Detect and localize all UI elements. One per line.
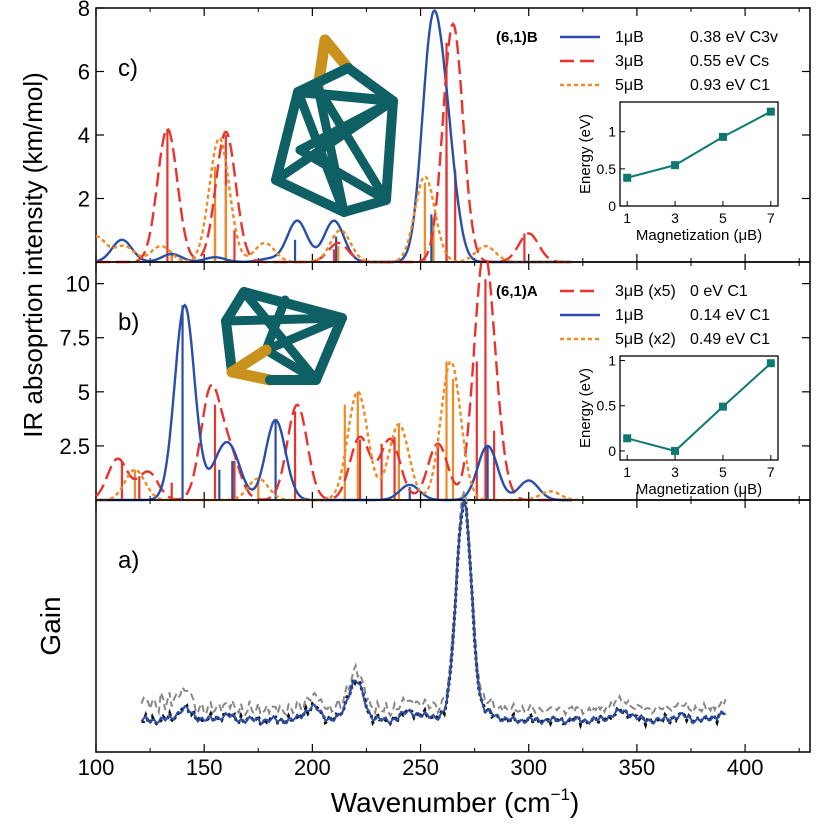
- series-line-5μB: [95, 136, 572, 264]
- x-tick-label: 350: [619, 755, 656, 780]
- inset-x-tick-label: 5: [719, 464, 727, 480]
- inset-y-tick-label: 1: [608, 353, 616, 369]
- inset-line: [626, 362, 772, 453]
- panel-label: b): [118, 309, 139, 336]
- x-tick-label: 100: [78, 755, 115, 780]
- y-axis-label: IR absoprtion intensity (km/mol): [18, 72, 48, 438]
- inset-xlabel: Magnetization (μB): [636, 227, 762, 244]
- x-tick-label: 150: [186, 755, 223, 780]
- inset-point: [623, 173, 632, 182]
- inset-ylabel: Energy (eV): [577, 368, 594, 448]
- inset-y-tick-label: 1: [608, 124, 616, 140]
- inset-b: 1 3 5 7 0 0.5 1 Magnetization (μB) Energy (eV): [577, 353, 779, 498]
- inset-point: [623, 434, 632, 443]
- legend-energy: 0.93 eV C1: [690, 77, 770, 94]
- legend-title: (6,1)B: [496, 29, 538, 46]
- legend-label: 5μB (x2): [615, 331, 676, 348]
- x-tick-label: 300: [510, 755, 547, 780]
- legend-label: 1μB: [615, 29, 644, 46]
- inset-frame: [619, 101, 779, 207]
- legend-label: 5μB: [615, 77, 644, 94]
- cluster-c-picture: [271, 34, 398, 217]
- inset-x-tick-label: 7: [767, 464, 775, 480]
- inset-point: [671, 446, 680, 455]
- y-tick-label: 10: [66, 272, 90, 297]
- y-tick-label: 4: [78, 123, 90, 148]
- y-tick-label: 2: [78, 187, 90, 212]
- gain-fit-line: [140, 500, 727, 726]
- inset-x-tick-label: 7: [767, 210, 775, 226]
- y-tick-label: 6: [78, 60, 90, 85]
- inset-point: [766, 107, 775, 116]
- x-tick-label: 400: [727, 755, 764, 780]
- panel-label: c): [118, 55, 138, 82]
- gain-raw-line: [140, 490, 727, 718]
- gain-label: Gain: [35, 596, 66, 655]
- legend-energy: 0.55 eV Cs: [690, 53, 769, 70]
- inset-x-tick-label: 3: [671, 210, 679, 226]
- panel-label: a): [118, 547, 139, 574]
- inset-y-tick-label: 0.5: [597, 398, 617, 414]
- x-tick-label: 200: [294, 755, 331, 780]
- inset-x-tick-label: 5: [719, 210, 727, 226]
- inset-y-tick-label: 0.5: [597, 161, 617, 177]
- inset-y-tick-label: 0: [608, 443, 616, 459]
- panel-frame: [95, 499, 811, 753]
- inset-frame: [619, 355, 779, 461]
- legend-label: 3μB (x5): [615, 283, 676, 300]
- inset-y-tick-label: 0: [608, 198, 616, 214]
- legend-title: (6,1)A: [496, 283, 538, 300]
- inset-c: 1 3 5 7 0 0.5 1 Magnetization (μB) Energy (eV): [577, 101, 779, 244]
- inset-x-tick-label: 1: [623, 210, 631, 226]
- legend-energy: 0 eV C1: [690, 283, 748, 300]
- inset-point: [718, 402, 727, 411]
- inset-x-tick-label: 1: [623, 464, 631, 480]
- inset-xlabel: Magnetization (μB): [636, 481, 762, 498]
- inset-x-tick-label: 3: [671, 464, 679, 480]
- series-line-5μB (x2): [96, 359, 581, 502]
- inset-point: [718, 132, 727, 141]
- x-axis-label: Wavenumber (cm−1): [331, 785, 580, 818]
- legend-label: 1μB: [615, 307, 644, 324]
- legend-energy: 0.49 eV C1: [690, 331, 770, 348]
- inset-point: [671, 161, 680, 170]
- inset-ylabel: Energy (eV): [577, 114, 594, 194]
- legend-energy: 0.14 eV C1: [690, 307, 770, 324]
- legend-energy: 0.38 eV C3v: [690, 29, 778, 46]
- inset-line: [626, 110, 772, 179]
- legend-label: 3μB: [615, 53, 644, 70]
- y-tick-label: 8: [78, 0, 90, 21]
- inset-point: [766, 359, 775, 368]
- cluster-b-picture: [221, 287, 347, 386]
- panel-c: c) 2 4 6 8 (6,1)B 1μB 0.38 eV C3v 3μB 0.55 eV Cs 5…: [78, 0, 811, 264]
- panel-a: a) Gain: [35, 490, 811, 753]
- y-tick-label: 7.5: [59, 326, 90, 351]
- y-tick-label: 2.5: [59, 434, 90, 459]
- y-tick-label: 5: [78, 380, 90, 405]
- x-tick-label: 250: [402, 755, 439, 780]
